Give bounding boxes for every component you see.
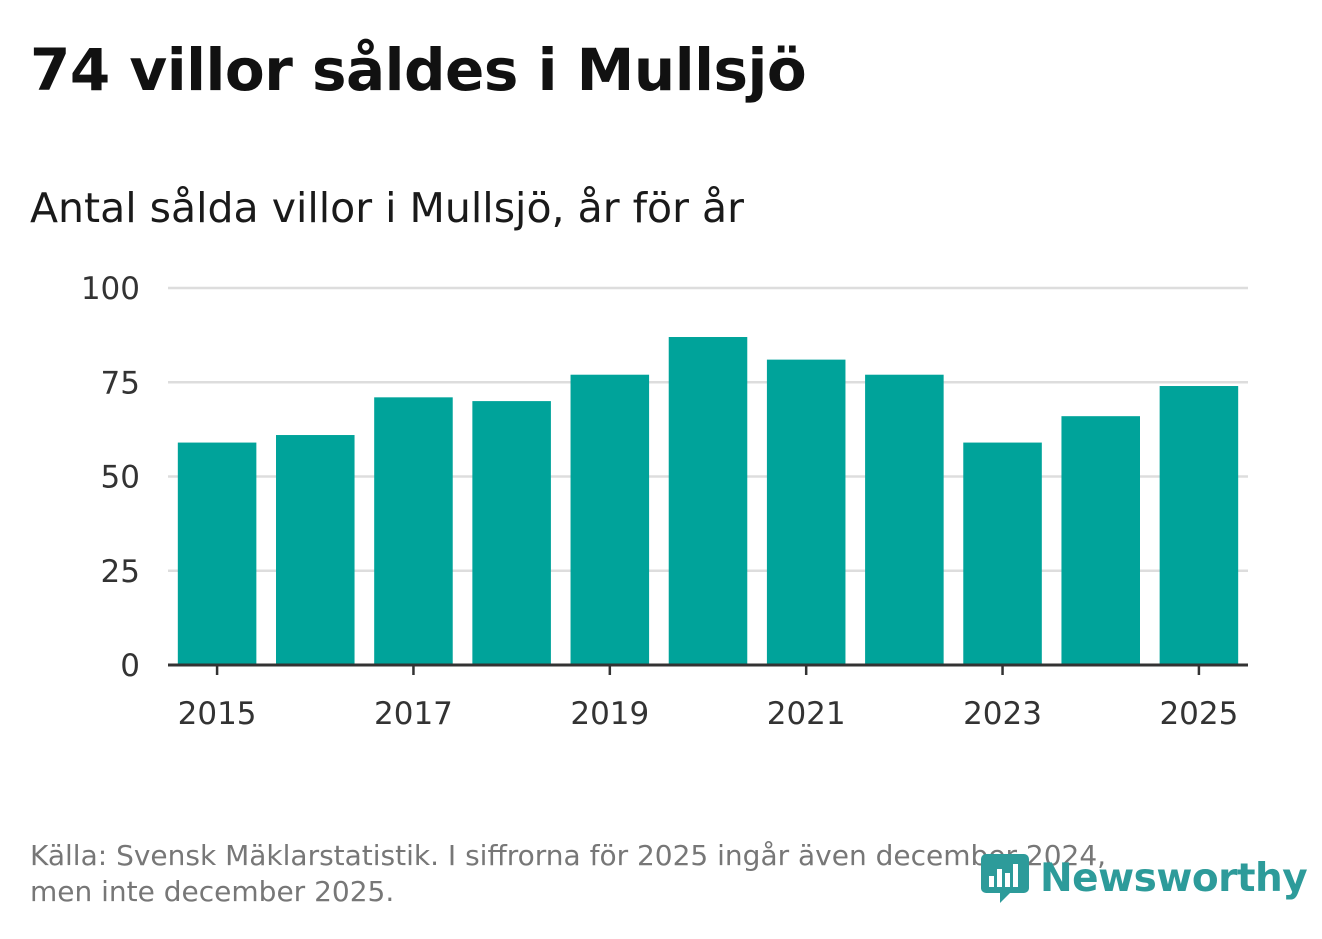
- x-tick-label: 2017: [374, 696, 453, 732]
- bar-2025: [1159, 386, 1239, 665]
- bar-2023: [963, 442, 1042, 665]
- y-tick-label: 0: [120, 648, 140, 684]
- bar-2022: [865, 374, 944, 665]
- x-tick-label: 2019: [570, 696, 649, 732]
- bar-2024: [1061, 416, 1140, 665]
- y-axis-ticks: 0 25 50 75 100: [81, 271, 140, 684]
- bar-2019: [570, 374, 650, 665]
- bar-2015: [177, 442, 257, 665]
- bar-2017: [374, 397, 453, 665]
- page-title: 74 villor såldes i Mullsjö: [30, 36, 807, 104]
- bars: [177, 337, 1239, 665]
- y-tick-label: 50: [101, 460, 140, 496]
- x-tick-label: 2025: [1159, 696, 1238, 732]
- y-tick-label: 75: [101, 365, 140, 401]
- x-tick-label: 2021: [767, 696, 846, 732]
- y-tick-label: 100: [81, 271, 140, 307]
- bar-2018: [472, 401, 551, 665]
- source-note-line-2: men inte december 2025.: [30, 875, 395, 908]
- bar-2020: [668, 337, 748, 665]
- newsworthy-logo-icon: [981, 854, 1029, 903]
- x-tick-label: 2015: [178, 696, 257, 732]
- source-note: Källa: Svensk Mäklarstatistik. I siffror…: [30, 838, 1230, 910]
- newsworthy-logo: Newsworthy: [980, 852, 1308, 904]
- bar-2021: [766, 359, 846, 665]
- logo-wordmark: Newsworthy: [1040, 855, 1308, 901]
- y-tick-label: 25: [101, 554, 140, 590]
- source-note-line-1: Källa: Svensk Mäklarstatistik. I siffror…: [30, 839, 1107, 872]
- x-tick-label: 2023: [963, 696, 1042, 732]
- bar-chart: 0 25 50 75 100 2015 2017 2019 2021 2023 2025: [81, 271, 1248, 732]
- chart-title: Antal sålda villor i Mullsjö, år för år: [30, 184, 744, 232]
- bar-2016: [276, 435, 355, 665]
- x-axis-ticks: 2015 2017 2019 2021 2023 2025: [178, 665, 1238, 732]
